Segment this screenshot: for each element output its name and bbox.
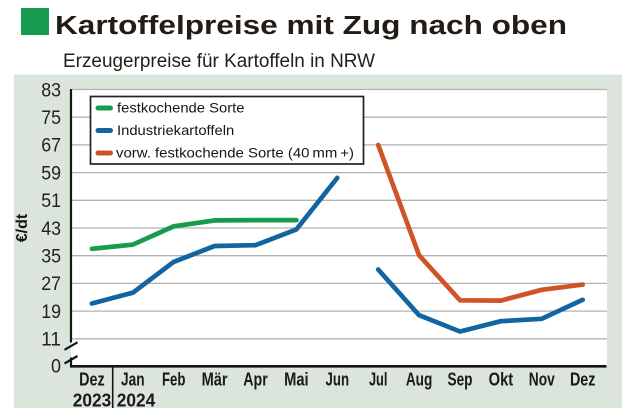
- svg-text:19: 19: [41, 302, 61, 323]
- svg-text:59: 59: [41, 163, 61, 184]
- svg-text:Aug: Aug: [406, 370, 433, 390]
- svg-text:vorw. festkochende Sorte (40 m: vorw. festkochende Sorte (40 mm +): [116, 145, 354, 161]
- svg-text:Feb: Feb: [162, 370, 186, 390]
- svg-text:2024: 2024: [117, 391, 156, 411]
- svg-text:67: 67: [41, 136, 61, 157]
- svg-text:Jan: Jan: [121, 370, 145, 390]
- svg-text:11: 11: [41, 330, 61, 351]
- svg-text:Dez: Dez: [570, 370, 596, 390]
- svg-text:Apr: Apr: [243, 370, 268, 390]
- svg-text:€/dt: €/dt: [14, 213, 31, 242]
- svg-text:51: 51: [41, 191, 61, 212]
- svg-text:0: 0: [51, 356, 61, 377]
- svg-text:festkochende Sorte: festkochende Sorte: [117, 100, 245, 116]
- svg-text:Okt: Okt: [489, 370, 514, 390]
- svg-text:27: 27: [41, 274, 61, 295]
- svg-text:Mär: Mär: [202, 370, 228, 390]
- svg-text:Jun: Jun: [326, 370, 350, 390]
- svg-text:43: 43: [41, 219, 61, 240]
- svg-text:Industriekartoffeln: Industriekartoffeln: [117, 122, 234, 138]
- svg-text:Erzeugerpreise für Kartoffeln: Erzeugerpreise für Kartoffeln in NRW: [63, 51, 375, 72]
- svg-text:75: 75: [41, 108, 61, 129]
- svg-text:2023: 2023: [73, 391, 112, 411]
- svg-text:83: 83: [41, 80, 61, 101]
- svg-text:Nov: Nov: [529, 370, 555, 390]
- svg-text:Sep: Sep: [448, 370, 473, 390]
- svg-text:Kartoffelpreise mit Zug nach o: Kartoffelpreise mit Zug nach oben: [55, 12, 567, 40]
- svg-text:35: 35: [41, 247, 61, 268]
- svg-text:Jul: Jul: [369, 370, 388, 390]
- svg-text:Dez: Dez: [79, 370, 105, 390]
- svg-text:Mai: Mai: [284, 370, 309, 390]
